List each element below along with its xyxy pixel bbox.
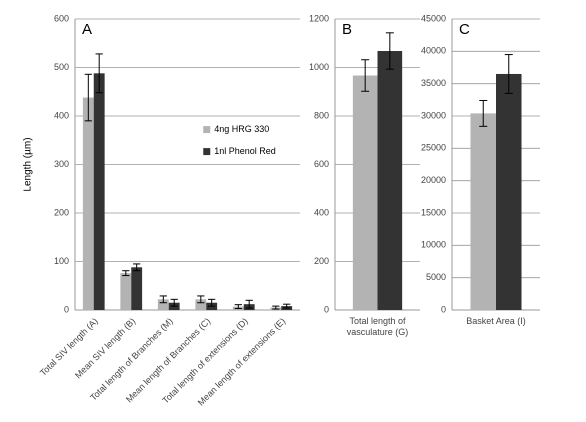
y-tick-label: 0 bbox=[64, 304, 69, 314]
y-tick-label: 20000 bbox=[421, 175, 446, 185]
bar bbox=[377, 51, 403, 310]
error-bar bbox=[197, 295, 205, 304]
legend-label: 1nl Phenol Red bbox=[214, 146, 276, 156]
bar bbox=[470, 113, 496, 310]
error-bar bbox=[385, 32, 394, 70]
bar bbox=[131, 267, 143, 310]
y-tick-label: 5000 bbox=[426, 272, 446, 282]
y-tick-label: 200 bbox=[314, 256, 329, 266]
y-tick-label: 45000 bbox=[421, 13, 446, 23]
bar bbox=[496, 73, 522, 310]
y-tick-label: 600 bbox=[314, 159, 329, 169]
error-bar bbox=[234, 304, 242, 310]
x-tick-label: Total length of vasculature (G) bbox=[346, 316, 409, 337]
panel-title: A bbox=[82, 21, 92, 38]
y-tick-label: 35000 bbox=[421, 78, 446, 88]
legend-swatch bbox=[203, 126, 211, 134]
y-tick-label: 10000 bbox=[421, 240, 446, 250]
y-tick-label: 500 bbox=[54, 62, 69, 72]
y-tick-label: 1200 bbox=[309, 13, 329, 23]
legend-swatch bbox=[203, 148, 211, 156]
panel-title: C bbox=[459, 21, 470, 38]
error-bar bbox=[170, 298, 178, 307]
y-tick-label: 15000 bbox=[421, 207, 446, 217]
y-tick-label: 400 bbox=[314, 207, 329, 217]
error-bar bbox=[479, 99, 488, 127]
bar bbox=[120, 273, 132, 310]
panel-title: B bbox=[342, 21, 352, 38]
y-tick-label: 100 bbox=[54, 256, 69, 266]
y-tick-label: 200 bbox=[54, 207, 69, 217]
x-tick-label-box: Basket Area (I) bbox=[466, 316, 526, 326]
error-bar bbox=[283, 303, 291, 309]
y-axis-label: Length (µm) bbox=[23, 137, 34, 191]
error-bar bbox=[159, 295, 167, 304]
error-bar bbox=[361, 59, 370, 92]
y-tick-label: 1000 bbox=[309, 62, 329, 72]
bar bbox=[195, 299, 207, 310]
x-tick-label-box: Total length of vasculature (G) bbox=[346, 316, 409, 337]
error-bar bbox=[245, 299, 253, 309]
error-bar bbox=[122, 270, 130, 277]
y-tick-label: 800 bbox=[314, 110, 329, 120]
y-tick-label: 40000 bbox=[421, 46, 446, 56]
legend-label: 4ng HRG 330 bbox=[214, 124, 269, 134]
bar bbox=[157, 299, 169, 310]
error-bar bbox=[208, 298, 216, 307]
y-tick-label: 400 bbox=[54, 110, 69, 120]
bar bbox=[93, 73, 105, 310]
y-tick-label: 30000 bbox=[421, 110, 446, 120]
error-bar bbox=[95, 53, 103, 94]
y-tick-label: 0 bbox=[441, 304, 446, 314]
y-tick-label: 25000 bbox=[421, 143, 446, 153]
y-tick-label: 600 bbox=[54, 13, 69, 23]
x-tick-label: Basket Area (I) bbox=[466, 316, 526, 326]
bar bbox=[82, 97, 94, 310]
error-bar bbox=[272, 305, 280, 310]
error-bar bbox=[133, 263, 141, 272]
y-tick-label: 300 bbox=[54, 159, 69, 169]
error-bar bbox=[504, 54, 513, 94]
y-tick-label: 0 bbox=[324, 304, 329, 314]
bar bbox=[352, 75, 378, 310]
error-bar bbox=[84, 73, 92, 122]
